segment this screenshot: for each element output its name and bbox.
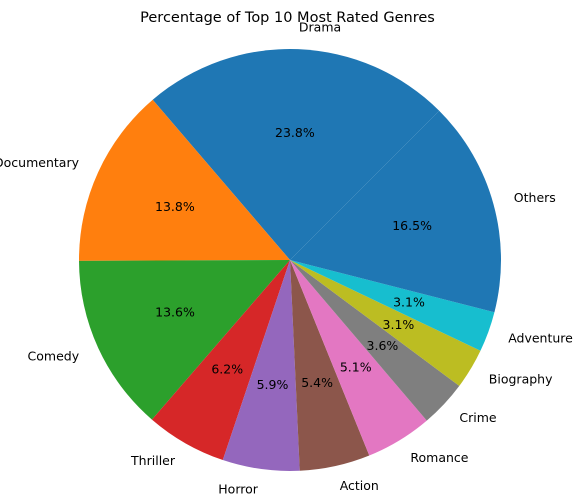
label-biography: Biography <box>489 371 553 386</box>
label-romance: Romance <box>410 450 468 465</box>
pct-comedy: 13.6% <box>155 304 195 319</box>
label-others: Others <box>514 190 556 205</box>
label-documentary: Documentary <box>0 155 80 170</box>
slice-crime <box>290 260 460 421</box>
slice-romance <box>290 260 427 456</box>
slice-documentary <box>78 99 290 261</box>
slice-action <box>290 260 370 471</box>
chart-title: Percentage of Top 10 Most Rated Genres <box>140 10 435 26</box>
label-action: Action <box>340 478 379 493</box>
slice-horror <box>222 260 300 471</box>
label-thriller: Thriller <box>130 453 176 468</box>
pct-adventure: 3.1% <box>393 295 425 310</box>
pct-others: 16.5% <box>392 218 432 233</box>
pct-documentary: 13.8% <box>155 199 195 214</box>
label-drama: Drama <box>299 20 341 35</box>
slice-comedy <box>79 260 290 420</box>
slice-drama <box>152 48 440 260</box>
pct-romance: 5.1% <box>340 360 372 375</box>
label-crime: Crime <box>459 410 497 425</box>
slice-thriller <box>151 260 290 461</box>
percentage-labels: 23.8% 13.8% 13.6% 6.2% 5.9% 5.4% 5.1% 3.6% 3.1% 3… <box>155 125 432 392</box>
label-horror: Horror <box>218 481 258 496</box>
pct-thriller: 6.2% <box>211 362 243 377</box>
slice-others <box>290 110 502 313</box>
label-comedy: Comedy <box>28 348 80 363</box>
pct-action: 5.4% <box>301 375 333 390</box>
category-labels: Drama Documentary Comedy Thriller Horror Acti… <box>0 20 573 497</box>
label-adventure: Adventure <box>508 331 573 346</box>
pct-biography: 3.1% <box>383 317 415 332</box>
slice-biography <box>290 260 481 386</box>
pct-crime: 3.6% <box>367 338 399 353</box>
pct-horror: 5.9% <box>257 377 289 392</box>
slice-adventure <box>290 260 495 351</box>
pie-slices <box>78 48 502 471</box>
pct-drama: 23.8% <box>275 125 315 140</box>
